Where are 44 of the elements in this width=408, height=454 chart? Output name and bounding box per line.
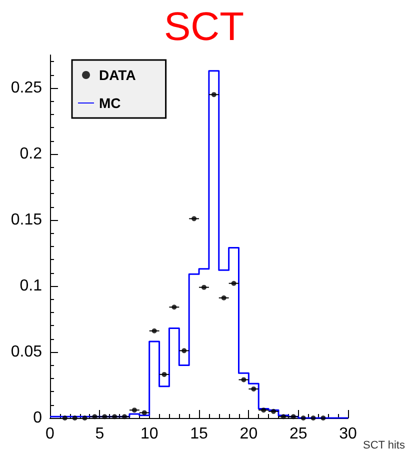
point	[172, 304, 177, 310]
point	[241, 377, 246, 382]
point	[261, 408, 266, 413]
point	[290, 414, 296, 420]
point	[182, 348, 187, 354]
point	[271, 408, 276, 414]
legend-label: MC	[99, 95, 121, 111]
point	[152, 328, 157, 334]
x-tick-label: 20	[240, 426, 258, 442]
point	[320, 416, 326, 420]
x-tick-label: 15	[190, 426, 208, 442]
y-tick-label: 0.05	[10, 344, 42, 360]
point	[142, 410, 147, 416]
legend-label: DATA	[99, 67, 136, 83]
y-tick-label: 0	[33, 410, 42, 426]
point	[192, 216, 197, 222]
point	[102, 414, 108, 420]
y-tick-label: 0.25	[10, 80, 42, 96]
x-tick-label: 5	[95, 426, 104, 442]
point	[162, 372, 167, 377]
point	[221, 295, 226, 300]
point	[122, 414, 128, 420]
point	[112, 414, 118, 420]
point	[72, 416, 78, 420]
point	[280, 414, 286, 420]
x-axis-title: SCT hits	[363, 440, 406, 452]
y-tick-label: 0.2	[20, 146, 42, 162]
point	[62, 416, 68, 420]
y-tick-label: 0.1	[20, 278, 42, 294]
y-tick-label: 0.15	[10, 212, 42, 228]
point	[92, 414, 98, 420]
point	[251, 386, 256, 392]
x-tick-label: 0	[46, 426, 55, 442]
point	[231, 280, 236, 286]
x-tick-label: 30	[339, 426, 358, 442]
point	[211, 92, 216, 98]
x-tick-label: 25	[289, 426, 308, 442]
point	[201, 284, 206, 290]
point	[82, 416, 88, 420]
chart-title: SCT	[164, 5, 244, 49]
point	[132, 408, 137, 413]
point	[300, 416, 306, 420]
point	[310, 416, 316, 420]
x-tick-label: 10	[140, 426, 158, 442]
